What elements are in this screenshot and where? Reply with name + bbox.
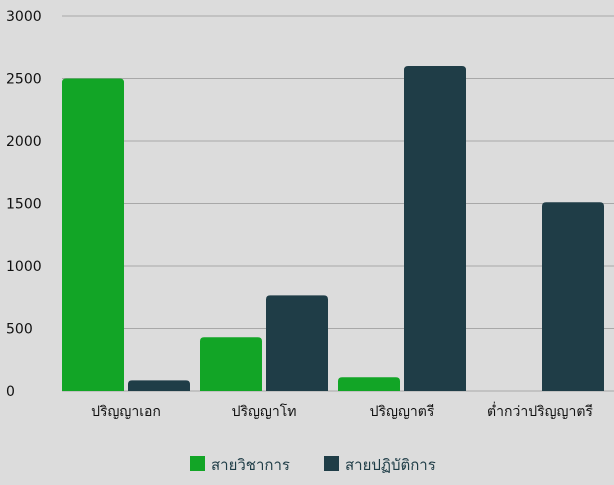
- x-tick-label: ปริญญาโท: [232, 403, 297, 420]
- legend-label[interactable]: สายปฏิบัติการ: [345, 456, 436, 474]
- legend-swatch: [190, 456, 205, 471]
- y-tick-label: 3000: [6, 9, 42, 25]
- x-tick-label: ปริญญาเอก: [91, 404, 161, 420]
- legend-label[interactable]: สายวิชาการ: [211, 456, 290, 474]
- y-tick-label: 1500: [6, 197, 42, 213]
- bar-operational-1: [266, 295, 328, 391]
- y-tick-label: 0: [6, 384, 15, 400]
- y-tick-label: 2500: [6, 72, 42, 88]
- y-axis-ticks: 0 500 1000 1500 2000 2500 3000: [6, 9, 42, 400]
- bar-operational-2: [404, 66, 466, 391]
- legend-swatch: [324, 456, 339, 471]
- bar-academic-2: [338, 377, 400, 391]
- y-tick-label: 1000: [6, 259, 42, 275]
- bar-academic-1: [200, 337, 262, 391]
- legend: สายวิชาการ สายปฏิบัติการ: [190, 456, 436, 474]
- x-tick-label: ต่ำกว่าปริญญาตรี: [487, 402, 593, 420]
- gridlines: [62, 15, 614, 392]
- bars: [62, 66, 604, 391]
- x-tick-label: ปริญญาตรี: [370, 404, 435, 420]
- bar-academic-0: [62, 78, 124, 391]
- y-tick-label: 500: [6, 322, 33, 338]
- y-tick-label: 2000: [6, 134, 42, 150]
- bar-operational-0: [128, 380, 190, 391]
- x-axis-ticks: ปริญญาเอก ปริญญาโท ปริญญาตรี ต่ำกว่าปริญญาต…: [91, 402, 593, 420]
- bar-operational-3: [542, 202, 604, 391]
